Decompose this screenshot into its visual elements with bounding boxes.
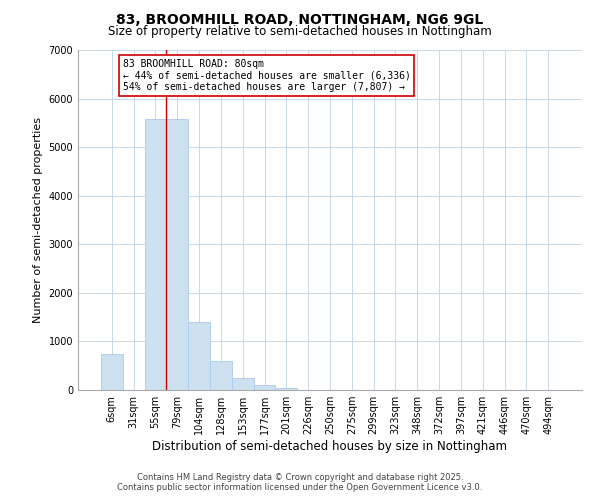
Text: 83, BROOMHILL ROAD, NOTTINGHAM, NG6 9GL: 83, BROOMHILL ROAD, NOTTINGHAM, NG6 9GL (116, 12, 484, 26)
Bar (232, 378, 254, 390)
Y-axis label: Number of semi-detached properties: Number of semi-detached properties (33, 117, 43, 323)
Text: Contains HM Land Registry data © Crown copyright and database right 2025.
Contai: Contains HM Land Registry data © Crown c… (118, 473, 482, 492)
Text: Size of property relative to semi-detached houses in Nottingham: Size of property relative to semi-detach… (108, 25, 492, 38)
X-axis label: Distribution of semi-detached houses by size in Nottingham: Distribution of semi-detached houses by … (152, 440, 508, 453)
Bar (210, 361, 232, 390)
Bar (166, 119, 188, 390)
Text: 83 BROOMHILL ROAD: 80sqm
← 44% of semi-detached houses are smaller (6,336)
54% o: 83 BROOMHILL ROAD: 80sqm ← 44% of semi-d… (123, 58, 410, 92)
Bar (275, 388, 297, 390)
Bar (145, 119, 166, 390)
Bar (101, 354, 123, 390)
Bar (254, 385, 275, 390)
Bar (188, 322, 210, 390)
